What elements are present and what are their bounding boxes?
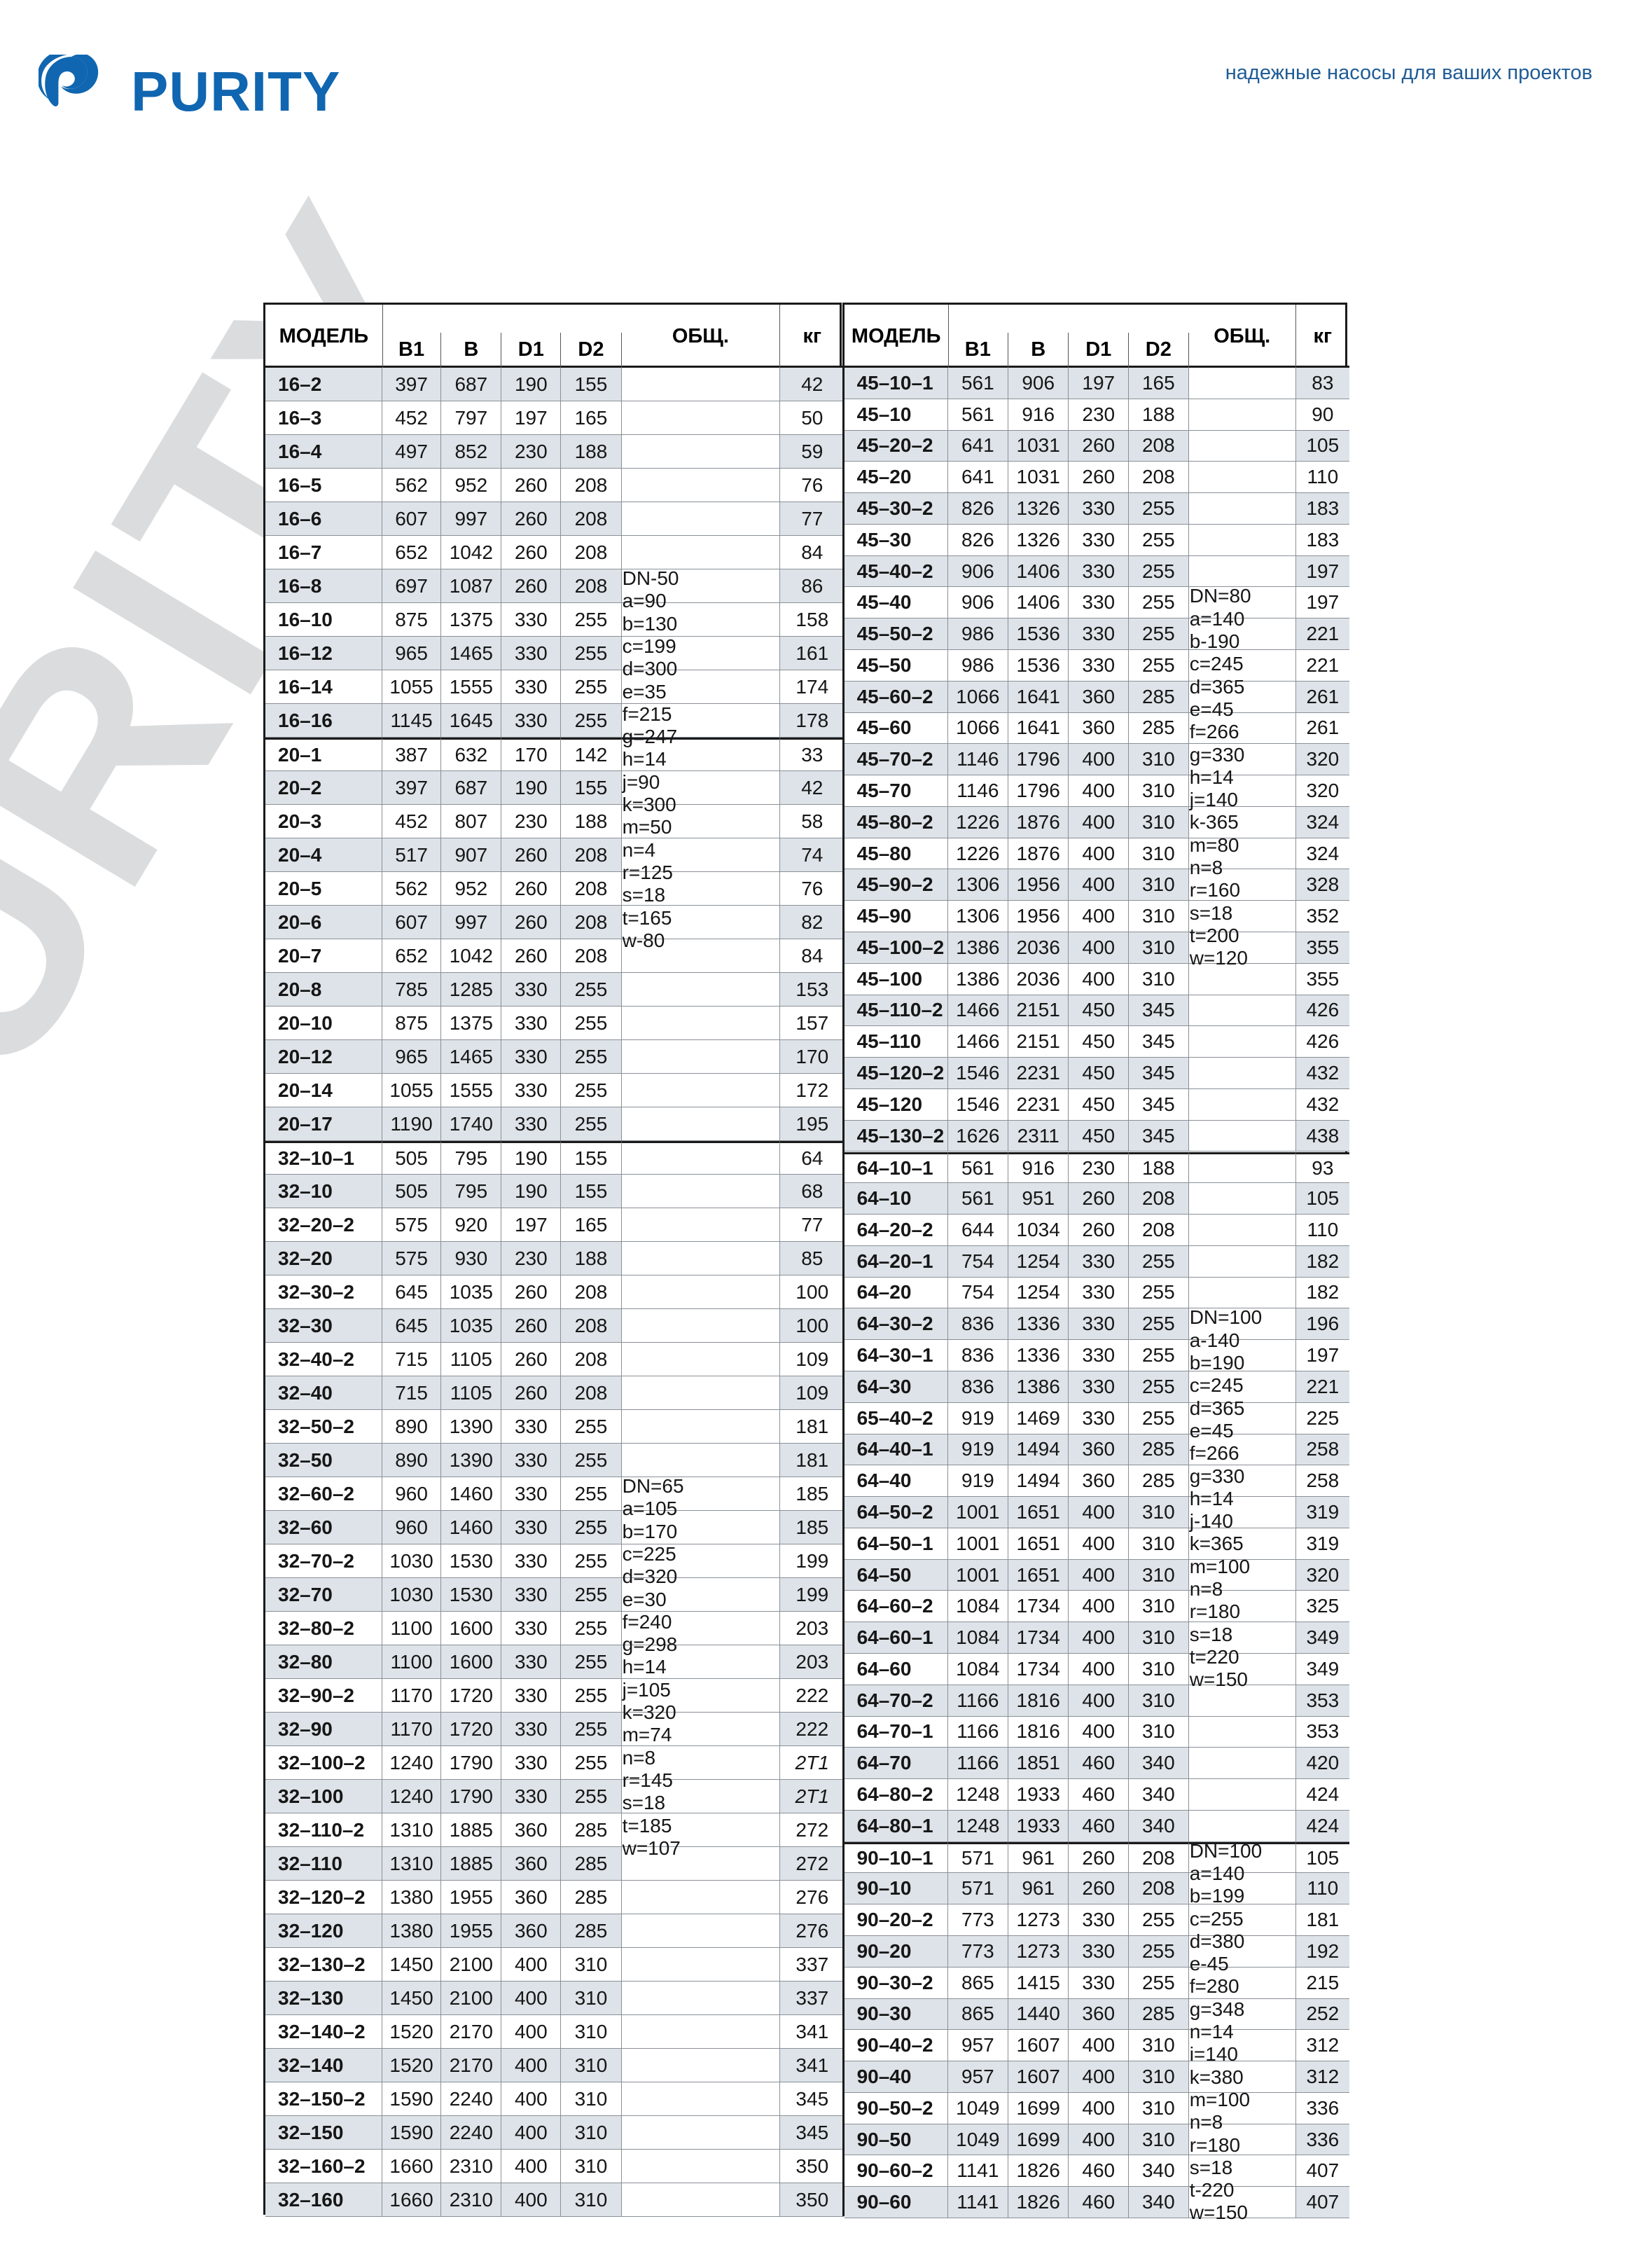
svg-text:PURITY: PURITY [131, 60, 340, 123]
